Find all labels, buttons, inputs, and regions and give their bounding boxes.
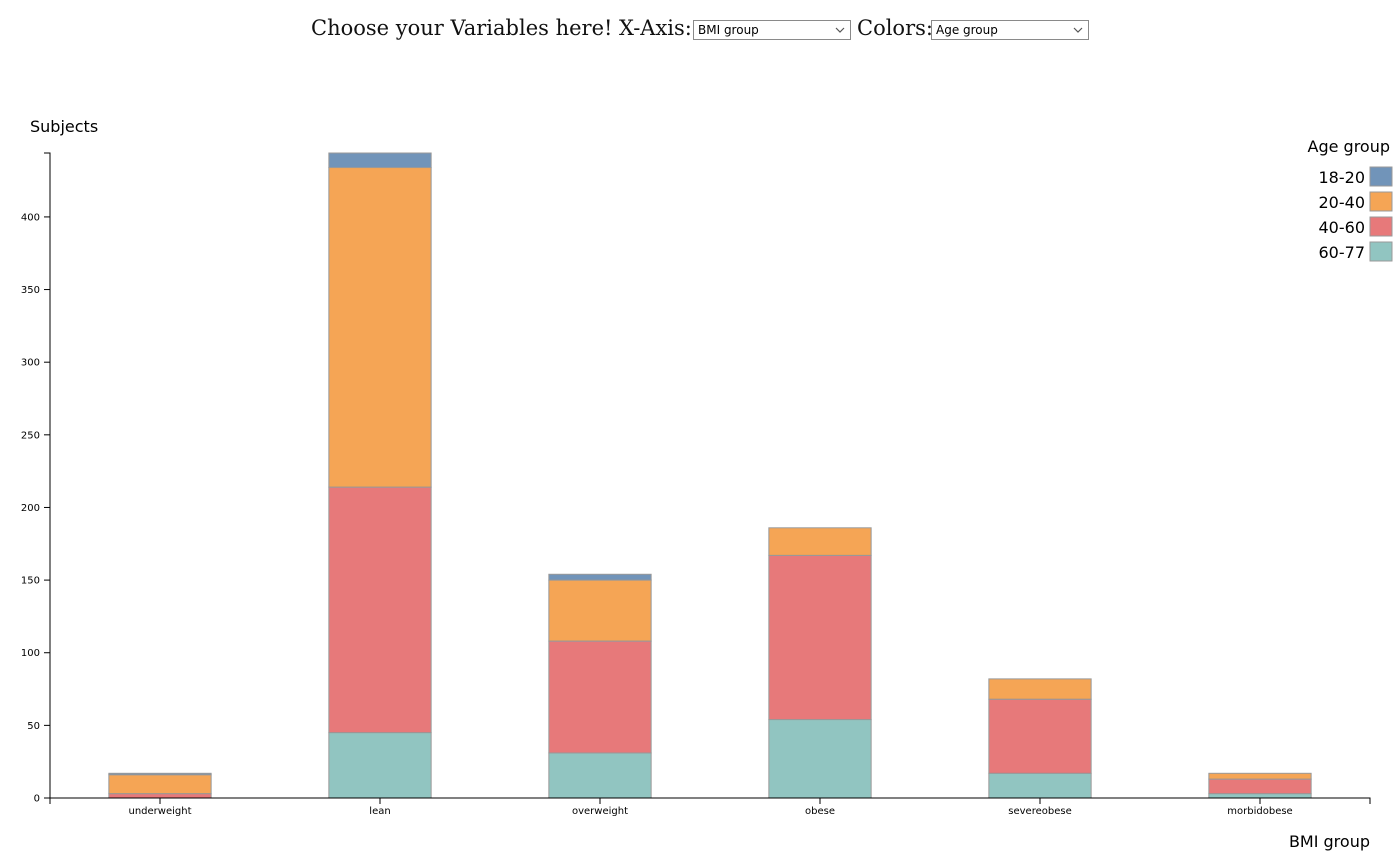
colors-select[interactable]: Age group [931, 20, 1089, 40]
y-tick: 0 [34, 794, 50, 805]
bar-segment-overweight-18-20 [548, 573, 652, 581]
y-tick: 300 [21, 358, 50, 369]
x-axis-select[interactable]: BMI group [693, 20, 851, 40]
bar-segment-overweight-20-40 [548, 579, 652, 642]
y-tick: 250 [21, 430, 50, 441]
legend-item-18-20: 18-20 [1319, 166, 1393, 187]
x-tick: morbidobese [1227, 798, 1293, 817]
x-tick-label: severeobese [1008, 806, 1071, 817]
x-tick: obese [805, 798, 835, 817]
y-tick-label: 50 [27, 721, 40, 732]
x-tick-label: underweight [128, 806, 191, 817]
bar-segment-morbidobese-60-77 [1208, 793, 1312, 799]
y-tick-label: 200 [21, 503, 40, 514]
legend-label: 18-20 [1319, 168, 1366, 187]
y-tick-label: 0 [34, 794, 40, 805]
legend: Age group 18-20 20-40 40-60 60-77 [1308, 137, 1393, 262]
bar-segment-obese-40-60 [768, 554, 872, 721]
bar-segment-overweight-60-77 [548, 752, 652, 799]
legend-label: 60-77 [1319, 243, 1366, 262]
legend-swatch [1369, 166, 1393, 187]
y-tick-label: 150 [21, 576, 40, 587]
x-axis-selector-label: X-Axis: [619, 16, 692, 40]
y-tick-label: 300 [21, 358, 40, 369]
bar-segment-morbidobese-40-60 [1208, 778, 1312, 795]
bar-segment-severeobese-20-40 [988, 678, 1092, 700]
x-tick-label: obese [805, 806, 835, 817]
x-tick-label: overweight [572, 806, 628, 817]
bar-segment-lean-18-20 [328, 152, 432, 169]
bar-segment-underweight-20-40 [108, 774, 212, 795]
bar-segment-lean-20-40 [328, 167, 432, 488]
x-axis-line [49, 797, 1371, 804]
legend-label: 20-40 [1319, 193, 1366, 212]
legend-swatch [1369, 241, 1393, 262]
y-tick: 50 [27, 721, 50, 732]
y-axis: 0 50 100 150 200 250 300 350 400 [21, 152, 51, 805]
x-axis: underweight lean overweight obese severeobes… [49, 797, 1371, 817]
y-axis-title: Subjects [30, 117, 98, 136]
y-tick: 200 [21, 503, 50, 514]
y-tick-label: 100 [21, 648, 40, 659]
legend-item-40-60: 40-60 [1319, 216, 1393, 237]
x-tick: underweight [128, 798, 192, 817]
x-tick-label: morbidobese [1227, 806, 1292, 817]
x-axis-title: BMI group [1289, 832, 1370, 851]
chevron-down-icon [1073, 27, 1083, 33]
x-tick: lean [369, 798, 391, 817]
y-tick-label: 400 [21, 212, 40, 223]
legend-swatch [1369, 191, 1393, 212]
y-tick: 350 [21, 285, 50, 296]
colors-select-value: Age group [936, 23, 998, 37]
legend-swatch [1369, 216, 1393, 237]
variable-controls: Choose your Variables here! X-Axis: BMI … [0, 14, 1400, 46]
y-tick-label: 250 [21, 430, 40, 441]
bar-segment-underweight-40-60 [108, 793, 212, 799]
y-tick: 100 [21, 648, 50, 659]
legend-title: Age group [1308, 137, 1391, 156]
y-tick: 400 [21, 212, 50, 223]
x-axis-select-value: BMI group [698, 23, 759, 37]
bar-segment-obese-20-40 [768, 527, 872, 556]
bar-segment-underweight-18-20 [108, 772, 212, 776]
y-axis-line [44, 152, 51, 799]
bar-segment-overweight-40-60 [548, 640, 652, 754]
legend-item-20-40: 20-40 [1319, 191, 1393, 212]
x-tick: overweight [572, 798, 628, 817]
bar-segment-severeobese-60-77 [988, 772, 1092, 799]
x-tick-label: lean [369, 806, 390, 817]
bar-segment-lean-60-77 [328, 732, 432, 799]
bar-segment-lean-40-60 [328, 486, 432, 734]
colors-selector-label: Colors: [857, 16, 933, 40]
bar-segment-obese-60-77 [768, 719, 872, 799]
bar-segment-severeobese-40-60 [988, 698, 1092, 774]
controls-prompt: Choose your Variables here! [311, 16, 613, 40]
y-tick: 150 [21, 576, 50, 587]
legend-item-60-77: 60-77 [1319, 241, 1393, 262]
bars-group [108, 152, 1312, 799]
bar-segment-morbidobese-20-40 [1208, 772, 1312, 780]
legend-label: 40-60 [1319, 218, 1366, 237]
chevron-down-icon [835, 27, 845, 33]
x-tick: severeobese [1008, 798, 1072, 817]
y-tick-label: 350 [21, 285, 40, 296]
